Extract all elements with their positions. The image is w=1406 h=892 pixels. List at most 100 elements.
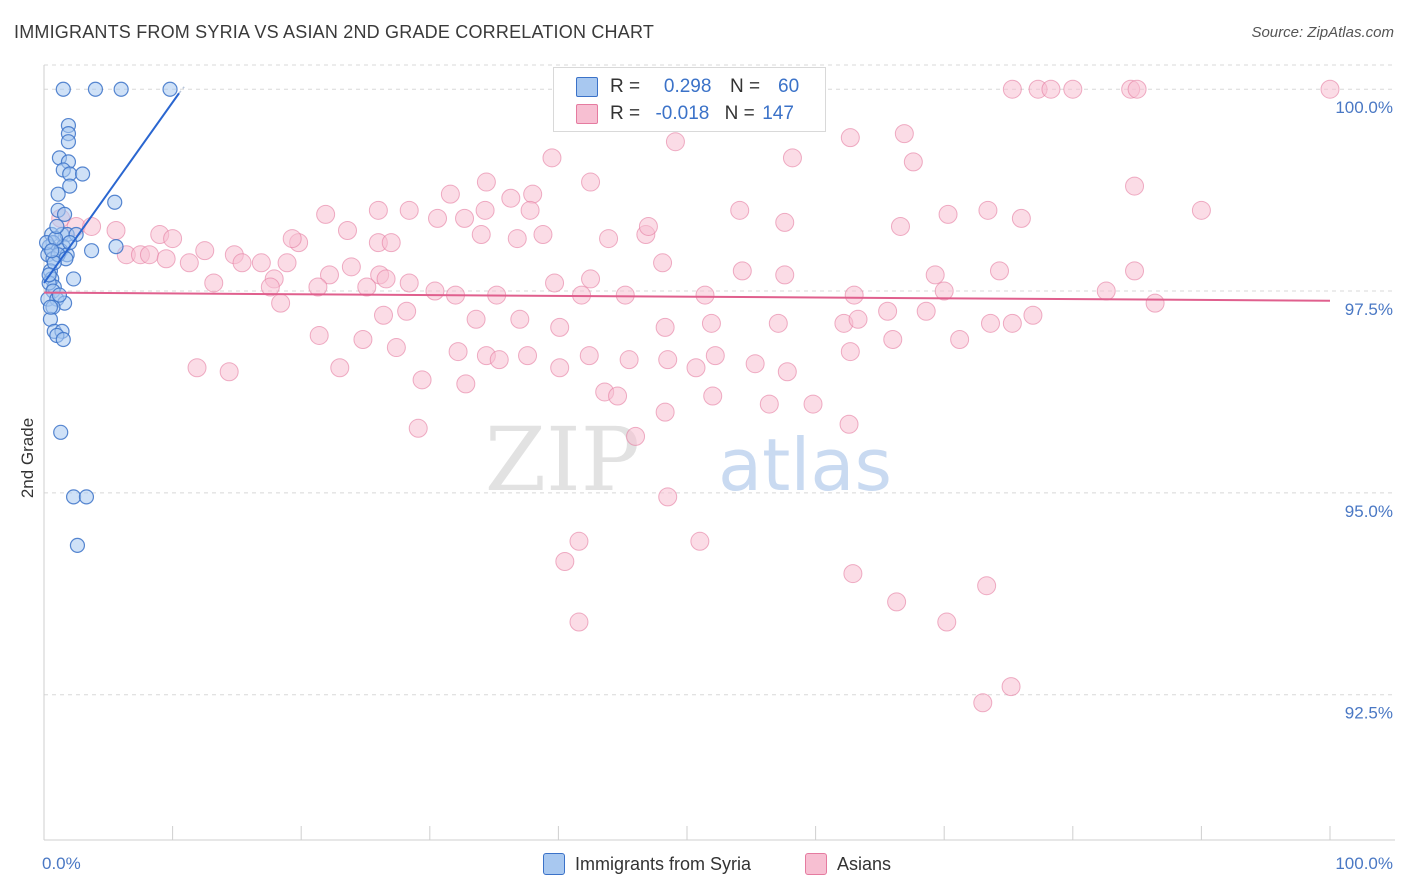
asian-point xyxy=(518,346,538,366)
asian-point xyxy=(476,172,496,192)
asian-point xyxy=(1002,79,1022,99)
syria-legend-swatch xyxy=(543,853,565,875)
asian-point xyxy=(204,273,224,293)
asian-point xyxy=(581,172,601,192)
asian-point xyxy=(399,273,419,293)
y-tick-label: 100.0% xyxy=(1335,98,1393,117)
asian-point xyxy=(878,301,898,321)
asian-point xyxy=(980,313,1000,333)
asian-point xyxy=(1063,79,1083,99)
asian-point xyxy=(542,148,562,168)
asian-point xyxy=(803,394,823,414)
asian-point xyxy=(1011,208,1031,228)
asian-point xyxy=(782,148,802,168)
asian-point xyxy=(777,362,797,382)
watermark-zip: ZIP xyxy=(485,408,640,511)
asian-point xyxy=(903,152,923,172)
asian-point xyxy=(408,418,428,438)
asian-legend-swatch xyxy=(805,853,827,875)
asian-point xyxy=(653,253,673,273)
asian-point xyxy=(705,346,725,366)
asian-point xyxy=(937,612,957,632)
asian-point xyxy=(271,293,291,313)
asian-point xyxy=(187,358,207,378)
legend-n-label: N = xyxy=(729,76,761,97)
syria-point xyxy=(69,537,86,553)
asian-point xyxy=(840,342,860,362)
asian-point xyxy=(550,317,570,337)
syria-point xyxy=(65,271,82,287)
chart-source: Source: ZipAtlas.com xyxy=(1251,24,1394,41)
asian-point xyxy=(1041,79,1061,99)
asian-point xyxy=(579,346,599,366)
chart-title: IMMIGRANTS FROM SYRIA VS ASIAN 2ND GRADE… xyxy=(14,22,655,42)
watermark: ZIP atlas xyxy=(485,408,892,511)
asian-point xyxy=(581,269,601,289)
asian-point xyxy=(840,128,860,148)
asian-point xyxy=(569,612,589,632)
y-tick-label: 95.0% xyxy=(1345,502,1393,521)
asian-point xyxy=(475,200,495,220)
syria-point xyxy=(53,424,69,440)
syria-point xyxy=(55,331,71,348)
asian-point xyxy=(456,374,476,394)
asian-point xyxy=(950,329,970,349)
asian-point xyxy=(533,225,553,245)
asian-point xyxy=(337,220,357,240)
asian-point xyxy=(925,265,945,285)
asian-point xyxy=(989,261,1009,281)
asian-point xyxy=(775,265,795,285)
asian-point xyxy=(466,309,486,329)
asian-point xyxy=(545,273,565,293)
syria-point xyxy=(65,489,82,505)
asian-point xyxy=(448,342,468,362)
asian-point xyxy=(1320,79,1340,99)
asian-point xyxy=(489,350,509,370)
asian-point xyxy=(319,265,339,285)
syria-legend-label: Immigrants from Syria xyxy=(575,853,752,874)
asian-point xyxy=(381,233,401,253)
asian-point xyxy=(703,386,723,406)
asian-point xyxy=(890,216,910,236)
asian-point xyxy=(626,426,646,446)
asian-point xyxy=(156,249,176,269)
asian-point xyxy=(775,212,795,232)
watermark-atlas: atlas xyxy=(718,423,892,507)
asian-point xyxy=(701,313,721,333)
syria-point xyxy=(87,81,104,97)
asian-point xyxy=(655,402,675,422)
asian-point xyxy=(768,313,788,333)
asian-point xyxy=(690,531,710,551)
asian-point xyxy=(916,301,936,321)
syria-point xyxy=(62,178,78,194)
legend-r-label: R = xyxy=(610,103,641,124)
asian-point xyxy=(309,325,329,345)
asian-point xyxy=(973,693,993,713)
asian-point xyxy=(455,208,475,228)
asian-point xyxy=(106,220,126,240)
syria-point xyxy=(107,194,123,210)
asian-swatch xyxy=(576,104,598,124)
syria-point xyxy=(108,239,124,255)
syria-trend-line xyxy=(43,92,180,284)
legend-item-syria[interactable]: Immigrants from Syria xyxy=(543,851,751,877)
legend-item-asian[interactable]: Asians xyxy=(805,851,891,877)
asian-point xyxy=(686,358,706,378)
legend-r-value: -0.018 xyxy=(655,103,710,124)
x-tick-label: 0.0% xyxy=(42,854,81,873)
asian-point xyxy=(357,277,377,297)
asian-point xyxy=(341,257,361,277)
asian-point xyxy=(330,358,350,378)
asian-trend-line xyxy=(43,291,1331,302)
asian-point xyxy=(501,188,521,208)
asian-point xyxy=(934,281,954,301)
syria-point xyxy=(49,218,65,235)
asian-point xyxy=(471,225,491,245)
asian-point xyxy=(316,204,336,224)
asian-point xyxy=(615,285,635,305)
asian-point xyxy=(510,309,530,329)
asian-point xyxy=(1125,261,1145,281)
asian-point xyxy=(658,350,678,370)
asian-point xyxy=(732,261,752,281)
